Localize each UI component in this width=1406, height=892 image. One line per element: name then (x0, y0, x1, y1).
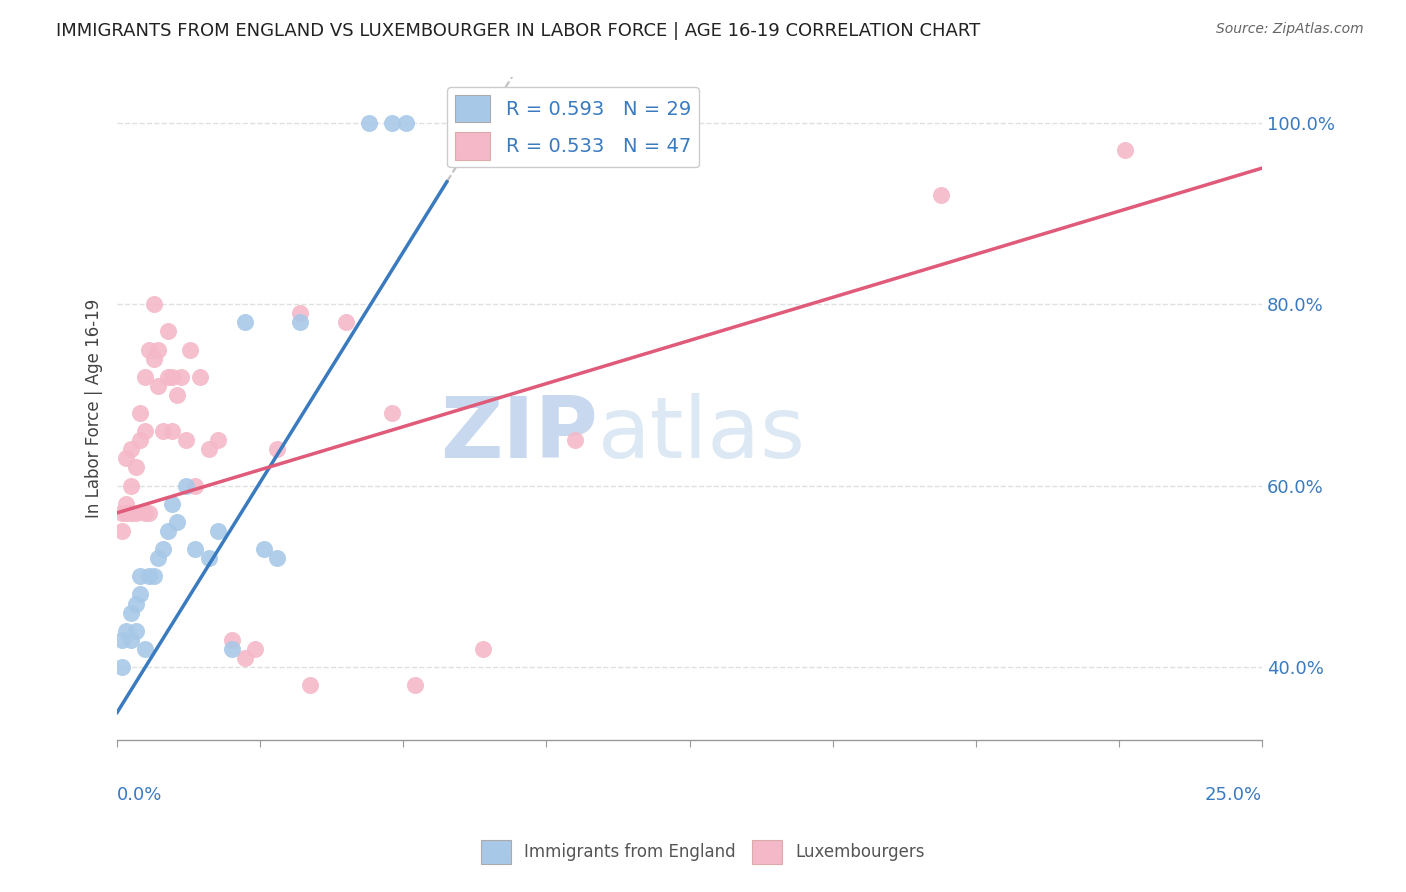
Point (179, 343, 201, 357)
Point (207, 434, 229, 448)
Point (142, 569, 165, 583)
Point (243, 641, 266, 656)
Point (197, 442, 219, 457)
Point (166, 388, 188, 402)
Point (221, 641, 243, 656)
Text: atlas: atlas (598, 393, 806, 476)
Point (124, 597, 146, 611)
Point (120, 632, 142, 647)
Point (129, 434, 152, 448)
Point (395, 116, 418, 130)
Point (472, 641, 495, 656)
Point (253, 542, 276, 557)
Point (188, 369, 211, 384)
Point (156, 369, 179, 384)
Text: Source: ZipAtlas.com: Source: ZipAtlas.com (1216, 22, 1364, 37)
Point (156, 325, 179, 339)
Point (290, 306, 312, 320)
Point (381, 406, 404, 420)
Point (115, 451, 138, 466)
Point (142, 297, 165, 311)
Point (148, 343, 170, 357)
Point (138, 569, 160, 583)
Point (124, 624, 146, 638)
Point (129, 587, 152, 601)
Text: IMMIGRANTS FROM ENGLAND VS LUXEMBOURGER IN LABOR FORCE | AGE 16-19 CORRELATION C: IMMIGRANTS FROM ENGLAND VS LUXEMBOURGER … (56, 22, 980, 40)
Point (266, 551, 288, 566)
Point (111, 524, 134, 538)
Point (111, 632, 134, 647)
Point (335, 315, 357, 329)
Point (129, 569, 152, 583)
Point (931, 188, 953, 202)
Point (184, 478, 207, 492)
Text: 25.0%: 25.0% (1205, 786, 1263, 804)
Point (404, 678, 426, 692)
Point (174, 478, 197, 492)
Point (120, 442, 142, 457)
Point (235, 651, 257, 665)
Point (266, 442, 288, 457)
Point (124, 506, 146, 520)
Point (120, 606, 142, 620)
Point (134, 424, 156, 438)
Point (120, 506, 142, 520)
Point (148, 379, 170, 393)
Point (115, 624, 138, 638)
Point (160, 369, 183, 384)
Point (235, 315, 257, 329)
Point (1114, 143, 1136, 157)
Point (134, 506, 156, 520)
Point (152, 542, 174, 557)
Point (124, 460, 146, 475)
Point (156, 524, 179, 538)
Point (142, 351, 165, 366)
Point (197, 551, 219, 566)
Legend: Immigrants from England, Luxembourgers: Immigrants from England, Luxembourgers (474, 833, 932, 871)
Point (134, 641, 156, 656)
Point (160, 424, 183, 438)
Point (184, 542, 207, 557)
Point (170, 369, 193, 384)
Point (111, 506, 134, 520)
Legend: R = 0.593   N = 29, R = 0.533   N = 47: R = 0.593 N = 29, R = 0.533 N = 47 (447, 87, 699, 168)
Point (207, 524, 229, 538)
Point (166, 515, 188, 529)
Point (160, 497, 183, 511)
Text: ZIP: ZIP (440, 393, 598, 476)
Point (115, 497, 138, 511)
Point (290, 315, 312, 329)
Point (152, 424, 174, 438)
Point (129, 406, 152, 420)
Point (111, 660, 134, 674)
Text: 0.0%: 0.0% (117, 786, 163, 804)
Point (357, 116, 380, 130)
Point (298, 678, 321, 692)
Point (381, 116, 404, 130)
Point (564, 434, 586, 448)
Y-axis label: In Labor Force | Age 16-19: In Labor Force | Age 16-19 (86, 299, 103, 518)
Point (174, 434, 197, 448)
Point (221, 632, 243, 647)
Point (115, 506, 138, 520)
Point (138, 343, 160, 357)
Point (120, 478, 142, 492)
Point (134, 369, 156, 384)
Point (138, 506, 160, 520)
Point (148, 551, 170, 566)
